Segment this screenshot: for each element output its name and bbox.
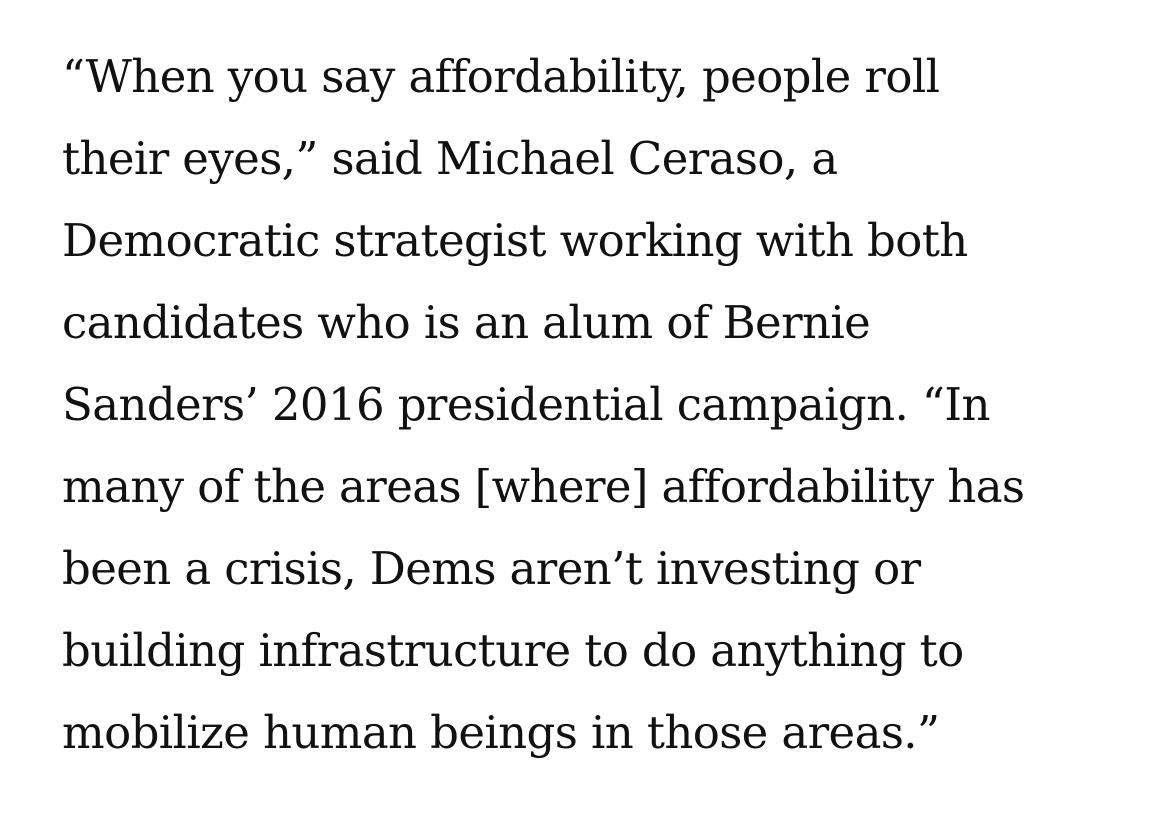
paragraph-line: their eyes,” said Michael Ceraso, a (62, 132, 838, 185)
paragraph-line: Democratic strategist working with both (62, 214, 968, 267)
paragraph-line: “When you say affordability, people roll (62, 50, 940, 103)
paragraph-line: been a crisis, Dems aren’t investing or (62, 542, 921, 595)
article-paragraph: “When you say affordability, people roll… (62, 36, 1152, 774)
paragraph-line: many of the areas [where] affordability … (62, 460, 1025, 513)
paragraph-line: Sanders’ 2016 presidential campaign. “In (62, 378, 990, 431)
paragraph-line: candidates who is an alum of Bernie (62, 296, 871, 349)
paragraph-line: building infrastructure to do anything t… (62, 624, 964, 677)
paragraph-line: mobilize human beings in those areas.” (62, 706, 940, 759)
